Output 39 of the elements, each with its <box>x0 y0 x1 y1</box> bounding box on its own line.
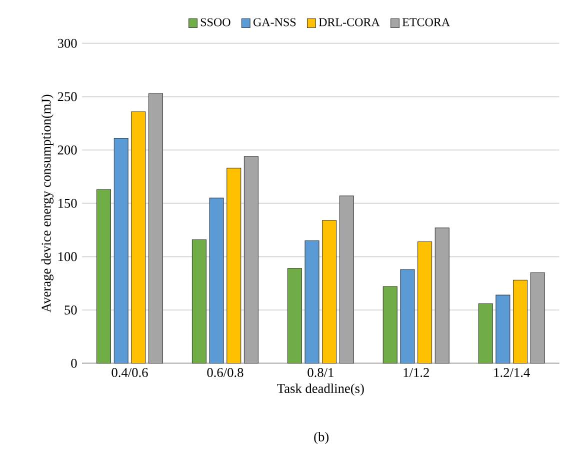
bar <box>226 168 242 364</box>
legend-label: SSOO <box>200 18 230 26</box>
bar <box>148 93 164 364</box>
bar <box>434 228 450 364</box>
bar <box>530 272 545 364</box>
bar <box>287 268 302 364</box>
legend-label: DRL-CORA <box>318 18 380 26</box>
bar <box>209 198 224 364</box>
text: (b) <box>314 432 329 444</box>
x-tick-label: 1/1.2 <box>404 368 429 378</box>
x-tick-label: 0.6/0.8 <box>207 368 244 378</box>
y-tick-label: 0 <box>71 358 77 368</box>
y-axis-title: Average device energy consumption(mJ) <box>41 94 54 312</box>
bar <box>114 138 128 364</box>
x-tick-label: 0.8/1 <box>308 368 334 378</box>
x-axis-title: Task deadline(s) <box>277 384 364 396</box>
bar <box>192 239 206 364</box>
bar <box>418 241 432 364</box>
bar <box>496 294 510 364</box>
x-tick-label: 0.4/0.6 <box>112 368 148 378</box>
y-tick-label: 250 <box>58 92 77 102</box>
y-tick-label: 200 <box>58 146 77 154</box>
y-tick-label: 300 <box>58 38 77 48</box>
bar <box>131 111 146 364</box>
y-tick-label: 100 <box>58 252 77 262</box>
bar <box>339 196 354 364</box>
legend-label: GA-NSS <box>254 18 296 26</box>
bar <box>382 286 398 364</box>
bar <box>478 303 493 364</box>
bar <box>244 156 258 364</box>
bar <box>400 269 415 364</box>
bar <box>322 220 337 364</box>
y-tick-label: 50 <box>64 306 77 314</box>
bar <box>96 189 112 364</box>
bar <box>304 240 320 364</box>
y-tick-label: 150 <box>58 198 77 208</box>
bar <box>512 280 528 364</box>
legend-label: ETCORA <box>402 18 450 26</box>
x-tick-label: 1.2/1.4 <box>494 368 530 378</box>
